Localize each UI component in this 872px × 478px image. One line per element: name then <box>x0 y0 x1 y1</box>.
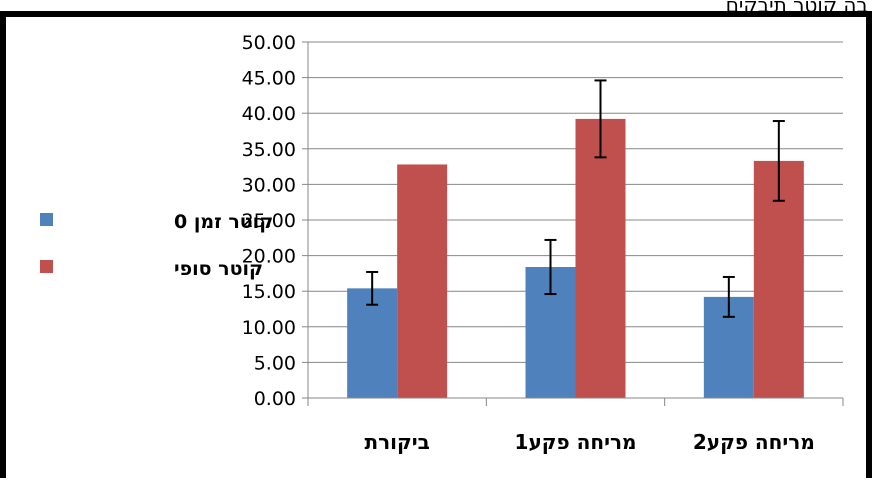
y-tick-label: 40.00 <box>242 103 296 125</box>
legend-swatch <box>40 213 53 226</box>
category-label: מריחה פקע2 <box>693 430 815 454</box>
y-tick-label: 0.00 <box>254 388 296 410</box>
bars <box>347 79 804 399</box>
bar <box>347 288 398 398</box>
axes: 0.00 5.00 10.00 15.00 20.00 25.00 30.00 35.00 40… <box>242 32 844 454</box>
category-label: ביקורת <box>364 430 429 454</box>
y-tick-label: 10.00 <box>242 317 296 339</box>
bar <box>575 118 626 399</box>
y-tick-label: 35.00 <box>242 139 296 161</box>
y-tick-label: 30.00 <box>242 174 296 196</box>
legend: קוטר זמן 0 קוטר סופי <box>40 211 273 280</box>
y-tick-label: 50.00 <box>242 32 296 54</box>
y-tick-label: 45.00 <box>242 68 296 90</box>
y-tick-label: 15.00 <box>242 281 296 303</box>
chart-frame <box>0 11 872 478</box>
legend-label: קוטר זמן 0 <box>174 211 273 233</box>
legend-label: קוטר סופי <box>174 258 263 280</box>
y-tick-label: 25.00 <box>242 210 296 232</box>
y-tick-label: 20.00 <box>242 246 296 268</box>
y-tick-label: 5.00 <box>254 352 296 374</box>
legend-swatch <box>40 260 53 273</box>
bar <box>397 164 448 398</box>
category-label: מריחה פקע1 <box>515 430 637 454</box>
